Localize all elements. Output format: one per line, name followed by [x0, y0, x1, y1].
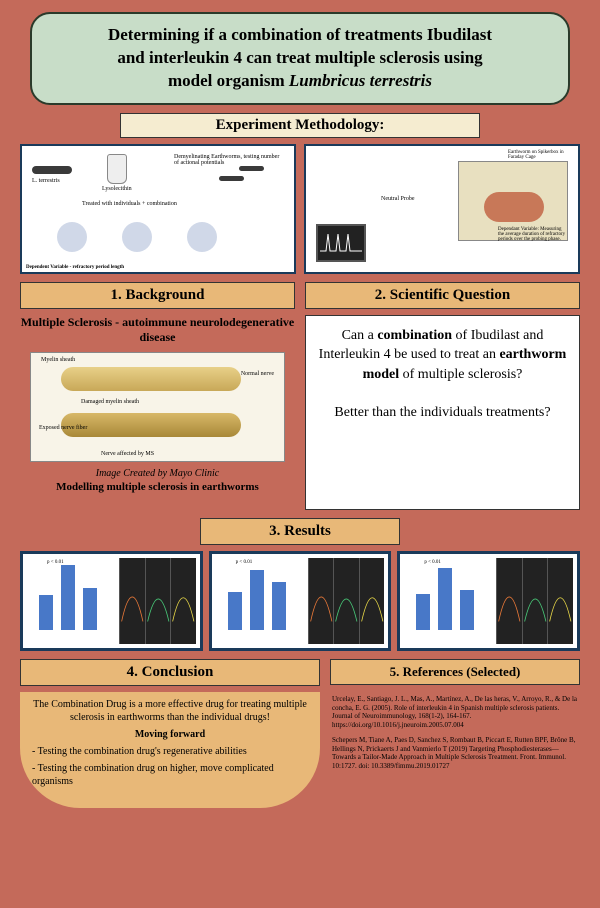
- conclusion-body: The Combination Drug is a more effective…: [20, 692, 320, 808]
- probe-label: Neutral Probe: [381, 196, 415, 202]
- bar: [39, 595, 53, 630]
- bottle-icon: [107, 154, 127, 184]
- bar: [438, 568, 452, 630]
- result-panel-2: p < 0.01: [209, 551, 392, 651]
- q-1b: combination: [377, 328, 452, 343]
- chart-3: p < 0.01: [404, 558, 496, 644]
- worm-icon-2: [239, 166, 264, 171]
- pval: p < 0.01: [236, 560, 253, 565]
- nerve-label-1: Normal nerve: [241, 371, 274, 377]
- circle-3: [187, 222, 217, 252]
- bar: [228, 592, 242, 630]
- result-panel-3: p < 0.01: [397, 551, 580, 651]
- method-panel-2: Neutral Probe Earthworm on Spikerbox in …: [304, 144, 580, 274]
- depvar-2: Dependant Variable: Measuring the averag…: [498, 227, 568, 242]
- modelling-caption: Modelling multiple sclerosis in earthwor…: [20, 481, 295, 493]
- mayo-caption: Image Created by Mayo Clinic: [20, 468, 295, 479]
- nerve-label-2: Damaged myelin sheath: [81, 399, 139, 405]
- methodology-header: Experiment Methodology:: [120, 113, 480, 138]
- wave-2: [308, 558, 385, 644]
- chart-2: p < 0.01: [216, 558, 308, 644]
- monitor-icon: [316, 224, 366, 262]
- bottle-label: Lysolecithin: [102, 186, 132, 192]
- ref-2: Schepers M, Tiane A, Paes D, Sanchez S, …: [332, 736, 578, 771]
- conclusion-text: The Combination Drug is a more effective…: [32, 698, 308, 724]
- moving-forward: Moving forward: [32, 728, 308, 741]
- title-line2: and interleukin 4 can treat multiple scl…: [117, 48, 482, 67]
- results-row: p < 0.01 p < 0.01 p < 0.01: [20, 551, 580, 651]
- nerve-diagram: Myelin sheath Normal nerve Damaged myeli…: [30, 352, 285, 462]
- question-box: Can a combination of Ibudilast and Inter…: [305, 315, 580, 510]
- ref-1: Urcelay, E., Santiago, J. L., Mas, A., M…: [332, 695, 578, 730]
- demyel-label: Demyelinating Earthworms, testing number…: [174, 154, 284, 166]
- references-header: 5. References (Selected): [330, 659, 580, 685]
- earthworm-in-cage: [484, 192, 544, 222]
- pval: p < 0.01: [424, 560, 441, 565]
- result-panel-1: p < 0.01: [20, 551, 203, 651]
- worm-icon: [32, 166, 72, 174]
- bar: [460, 590, 474, 630]
- circle-1: [57, 222, 87, 252]
- title-line3b: Lumbricus terrestris: [289, 71, 432, 90]
- bar: [416, 594, 430, 630]
- bar: [83, 588, 97, 630]
- pval: p < 0.01: [47, 560, 64, 565]
- bar: [61, 565, 75, 630]
- background-question-row: 1. Background Multiple Sclerosis - autoi…: [20, 282, 580, 510]
- question-col: 2. Scientific Question Can a combination…: [305, 282, 580, 510]
- conclusion-row: 4. Conclusion The Combination Drug is a …: [20, 659, 580, 808]
- title-line3a: model organism: [168, 71, 289, 90]
- nerve-label-3: Exposed nerve fiber: [39, 425, 87, 431]
- background-subtitle: Multiple Sclerosis - autoimmune neurolod…: [20, 315, 295, 346]
- q-1e: of multiple sclerosis?: [399, 367, 522, 382]
- method-panel-1: L. terrestris Lysolecithin Demyelinating…: [20, 144, 296, 274]
- nerve-label-0: Myelin sheath: [41, 357, 75, 363]
- cage-label: Earthworm on Spikerbox in Faraday Cage: [508, 150, 568, 160]
- bar: [272, 582, 286, 630]
- question-header: 2. Scientific Question: [305, 282, 580, 309]
- bar: [250, 570, 264, 630]
- worm-icon-3: [219, 176, 244, 181]
- depvar-1: Dependent Variable - refractory period l…: [26, 265, 124, 270]
- results-header: 3. Results: [200, 518, 400, 545]
- background-col: 1. Background Multiple Sclerosis - autoi…: [20, 282, 295, 510]
- q-2: Better than the individuals treatments?: [314, 403, 571, 423]
- title-line1: Determining if a combination of treatmen…: [108, 25, 492, 44]
- chart-1: p < 0.01: [27, 558, 119, 644]
- q-1a: Can a: [342, 328, 378, 343]
- circle-2: [122, 222, 152, 252]
- references-body: Urcelay, E., Santiago, J. L., Mas, A., M…: [330, 691, 580, 775]
- wave-3: [496, 558, 573, 644]
- methodology-row: L. terrestris Lysolecithin Demyelinating…: [20, 144, 580, 274]
- bullet-2: - Testing the combination drug on higher…: [32, 762, 308, 788]
- conclusion-col: 4. Conclusion The Combination Drug is a …: [20, 659, 320, 808]
- conclusion-header: 4. Conclusion: [20, 659, 320, 686]
- references-col: 5. References (Selected) Urcelay, E., Sa…: [330, 659, 580, 808]
- title-box: Determining if a combination of treatmen…: [30, 12, 570, 105]
- normal-nerve: [61, 367, 241, 391]
- nerve-label-4: Nerve affected by MS: [101, 451, 154, 457]
- damaged-nerve: [61, 413, 241, 437]
- wave-1: [119, 558, 196, 644]
- background-header: 1. Background: [20, 282, 295, 309]
- bullet-1: - Testing the combination drug's regener…: [32, 745, 308, 758]
- worm-label: L. terrestris: [32, 178, 60, 184]
- poster-title: Determining if a combination of treatmen…: [46, 24, 554, 93]
- treated-label: Treated with individuals + combination: [82, 201, 177, 207]
